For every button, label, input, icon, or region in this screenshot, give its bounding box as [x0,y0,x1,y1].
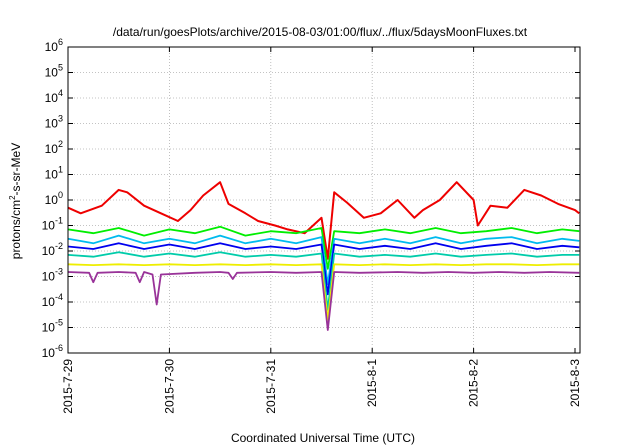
y-tick-label: 10-4 [42,292,63,309]
y-tick-label: 100 [45,190,63,207]
y-tick-label: 102 [45,139,63,156]
series-line-5 [67,251,580,311]
y-tick-label: 10-2 [42,241,63,258]
x-tick-label: 2015-7-31 [264,359,278,414]
x-tick-label: 2015-8-2 [467,359,481,407]
chart-title: /data/run/goesPlots/archive/2015-08-03/0… [113,25,528,39]
y-axis-label: protons/cm2-s-sr-MeV [8,143,23,259]
series-line-2 [67,225,580,270]
series-lines [67,181,580,331]
y-tick-label: 105 [45,63,63,80]
y-tick-label: 103 [45,114,63,131]
series-line-3 [67,234,580,286]
axis-ticks [67,46,580,354]
x-axis-label: Coordinated Universal Time (UTC) [231,431,415,445]
series-line-7 [67,271,580,331]
x-tick-label: 2015-8-1 [365,359,379,407]
y-tick-labels: 106 105 104 103 102 101 100 10-1 10-2 10-3 10-4 10-… [42,37,63,360]
x-tick-label: 2015-7-29 [61,359,75,414]
y-tick-label: 10-1 [42,216,63,233]
series-line-6 [67,263,580,321]
x-tick-labels: 2015-7-29 2015-7-30 2015-7-31 2015-8-1 2015-… [61,359,582,414]
y-tick-label: 10-6 [42,343,63,360]
y-tick-label: 106 [45,37,63,54]
y-tick-label: 101 [45,165,63,182]
y-tick-label: 10-3 [42,267,63,284]
y-tick-label: 10-5 [42,318,63,335]
series-line-1 [67,181,580,260]
x-tick-label: 2015-8-3 [568,359,582,407]
y-tick-label: 104 [45,88,63,105]
series-line-4 [67,242,580,296]
x-tick-label: 2015-7-30 [162,359,176,414]
